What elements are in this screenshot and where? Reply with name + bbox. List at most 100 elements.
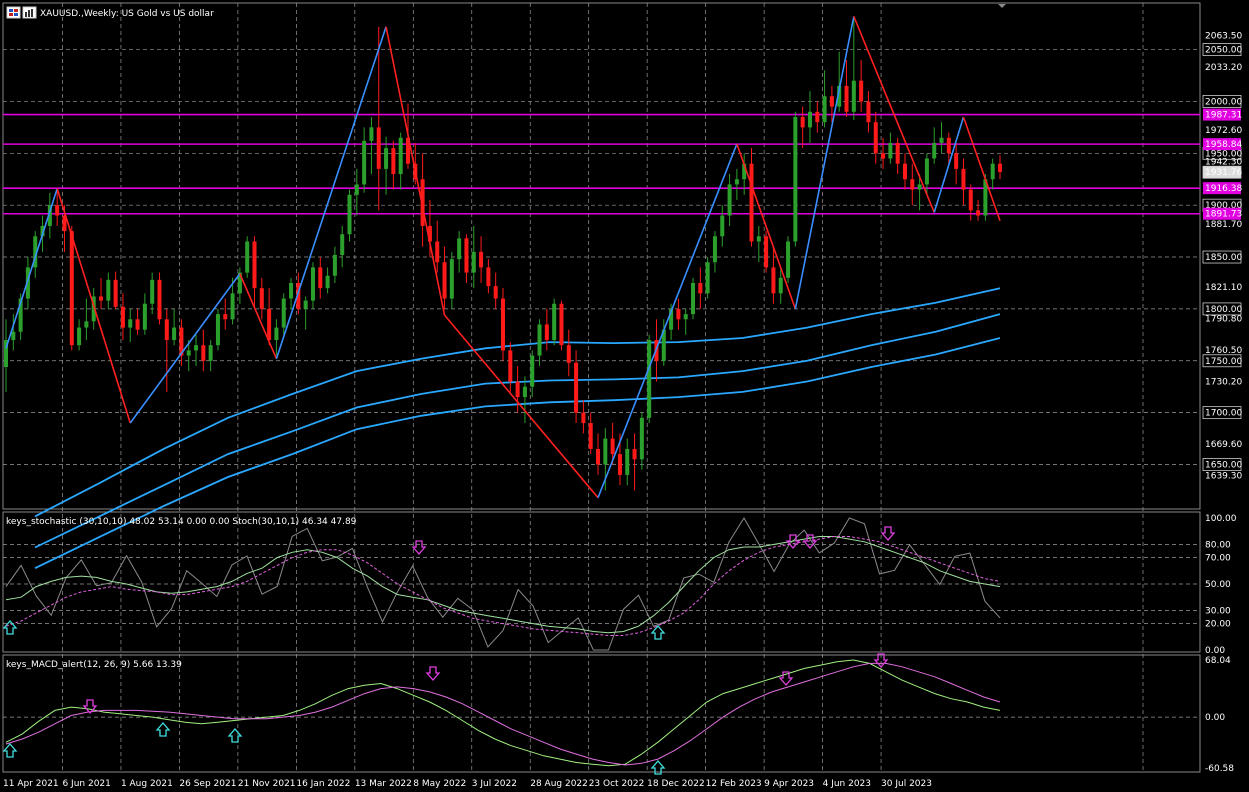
price-tick-label: 1790.80 bbox=[1205, 314, 1242, 324]
candle-body bbox=[325, 275, 330, 289]
price-label-box bbox=[1202, 95, 1242, 108]
candle-body bbox=[106, 279, 111, 301]
candle-body bbox=[471, 251, 476, 273]
time-tick-label: 8 May 2022 bbox=[413, 779, 466, 789]
candle-body bbox=[186, 350, 191, 356]
macd-main-line bbox=[5, 659, 1001, 767]
level-price-box bbox=[1203, 182, 1241, 195]
candle-body bbox=[771, 267, 776, 294]
stoch-down-arrow-icon bbox=[411, 540, 427, 555]
candle-body bbox=[698, 282, 703, 294]
price-tick-label: 1972.60 bbox=[1205, 126, 1242, 136]
candle-body bbox=[924, 158, 929, 185]
chart-symbol-icon[interactable] bbox=[6, 6, 21, 19]
zigzag-segment bbox=[962, 116, 1001, 221]
candle-body bbox=[588, 423, 593, 449]
price-label-box bbox=[1202, 250, 1242, 264]
candle-body bbox=[500, 298, 506, 351]
zigzag-segment bbox=[933, 116, 965, 213]
candle-body bbox=[18, 298, 23, 332]
candle-body bbox=[354, 184, 359, 195]
candle-body bbox=[164, 319, 169, 341]
grid bbox=[3, 3, 1200, 772]
candle-body bbox=[369, 127, 374, 141]
zigzag-segment bbox=[736, 143, 797, 310]
candle-body bbox=[3, 340, 9, 367]
candle-body bbox=[398, 137, 403, 175]
time-tick-label: 1 Aug 2021 bbox=[121, 779, 173, 789]
candle-body bbox=[954, 153, 959, 169]
price-tick-label: 2033.20 bbox=[1205, 63, 1242, 73]
candle-body bbox=[566, 345, 571, 363]
candle-body bbox=[91, 296, 96, 322]
candle-body bbox=[610, 438, 615, 455]
candle-body bbox=[822, 96, 827, 123]
macd-up-arrow-icon bbox=[227, 728, 243, 743]
candle-body bbox=[932, 142, 937, 159]
candle-body bbox=[150, 279, 155, 304]
candle-body bbox=[917, 184, 922, 190]
candle-body bbox=[245, 241, 250, 273]
candle-body bbox=[99, 296, 104, 301]
candle-body bbox=[33, 236, 38, 268]
price-tick-label: 1700.00 bbox=[1205, 409, 1242, 419]
candle-body bbox=[829, 96, 834, 107]
candle-body bbox=[252, 241, 257, 289]
macd-down-arrow-icon bbox=[425, 666, 441, 681]
time-tick-label: 6 Jun 2021 bbox=[62, 779, 110, 789]
time-tick-label: 21 Nov 2021 bbox=[238, 779, 296, 789]
candle-body bbox=[259, 288, 264, 309]
candle-body bbox=[340, 234, 345, 255]
candle-body bbox=[267, 308, 272, 341]
price-tick-label: 1900.00 bbox=[1205, 201, 1242, 211]
stoch-down-arrow-icon bbox=[880, 526, 896, 541]
zigzag-segment bbox=[443, 314, 599, 499]
price-tick-label: 1730.20 bbox=[1205, 377, 1242, 387]
price-tick-label: 1669.60 bbox=[1205, 440, 1242, 450]
candle-body bbox=[851, 80, 856, 112]
candle-body bbox=[844, 85, 849, 112]
zigzag-segment bbox=[275, 26, 387, 359]
stoch-tick-label: 100.00 bbox=[1205, 514, 1237, 524]
candle-body bbox=[486, 267, 491, 287]
candle-body bbox=[435, 241, 440, 263]
candle-body bbox=[968, 189, 973, 211]
macd-tick-label: 0.00 bbox=[1205, 713, 1225, 723]
candle-body bbox=[142, 303, 147, 330]
stoch-up-arrow-icon bbox=[2, 620, 18, 635]
candle-body bbox=[11, 331, 16, 341]
macd-up-arrow-icon bbox=[155, 722, 171, 737]
time-tick-label: 18 Dec 2022 bbox=[647, 779, 705, 789]
stoch-tick-label: 50.00 bbox=[1205, 580, 1231, 590]
zigzag-segment bbox=[129, 273, 241, 424]
time-tick-label: 9 Apr 2023 bbox=[764, 779, 814, 789]
candle-body bbox=[946, 137, 951, 154]
level-price-label: 1891.73 bbox=[1205, 210, 1242, 220]
chart-shift-marker-icon[interactable] bbox=[998, 4, 1006, 8]
candle-body bbox=[976, 210, 981, 216]
candle-body bbox=[457, 238, 462, 260]
candle-body bbox=[712, 236, 717, 263]
candle-body bbox=[807, 111, 812, 128]
candle-body bbox=[990, 163, 995, 180]
candle-body bbox=[734, 179, 739, 185]
candle-body bbox=[632, 448, 637, 460]
candle-body bbox=[362, 140, 367, 185]
candle-body bbox=[405, 137, 410, 164]
candle-body bbox=[720, 215, 725, 237]
zigzag-segment bbox=[853, 16, 935, 213]
chart-menu-icon[interactable] bbox=[22, 6, 37, 19]
chart-header: XAUUSD.,Weekly: US Gold vs US dollar key… bbox=[6, 4, 1006, 670]
candle-body bbox=[47, 205, 52, 226]
stoch-tick-label: 70.00 bbox=[1205, 554, 1231, 564]
candle-body bbox=[639, 417, 644, 460]
candle-body bbox=[727, 184, 732, 216]
candle-body bbox=[778, 277, 783, 294]
time-tick-label: 3 Jul 2022 bbox=[472, 779, 517, 789]
candle-body bbox=[910, 179, 915, 190]
stoch-down-arrow-icon bbox=[785, 534, 801, 549]
candle-body bbox=[676, 308, 681, 320]
macd-signal-line bbox=[5, 662, 1001, 766]
zigzag-segment bbox=[597, 143, 738, 498]
